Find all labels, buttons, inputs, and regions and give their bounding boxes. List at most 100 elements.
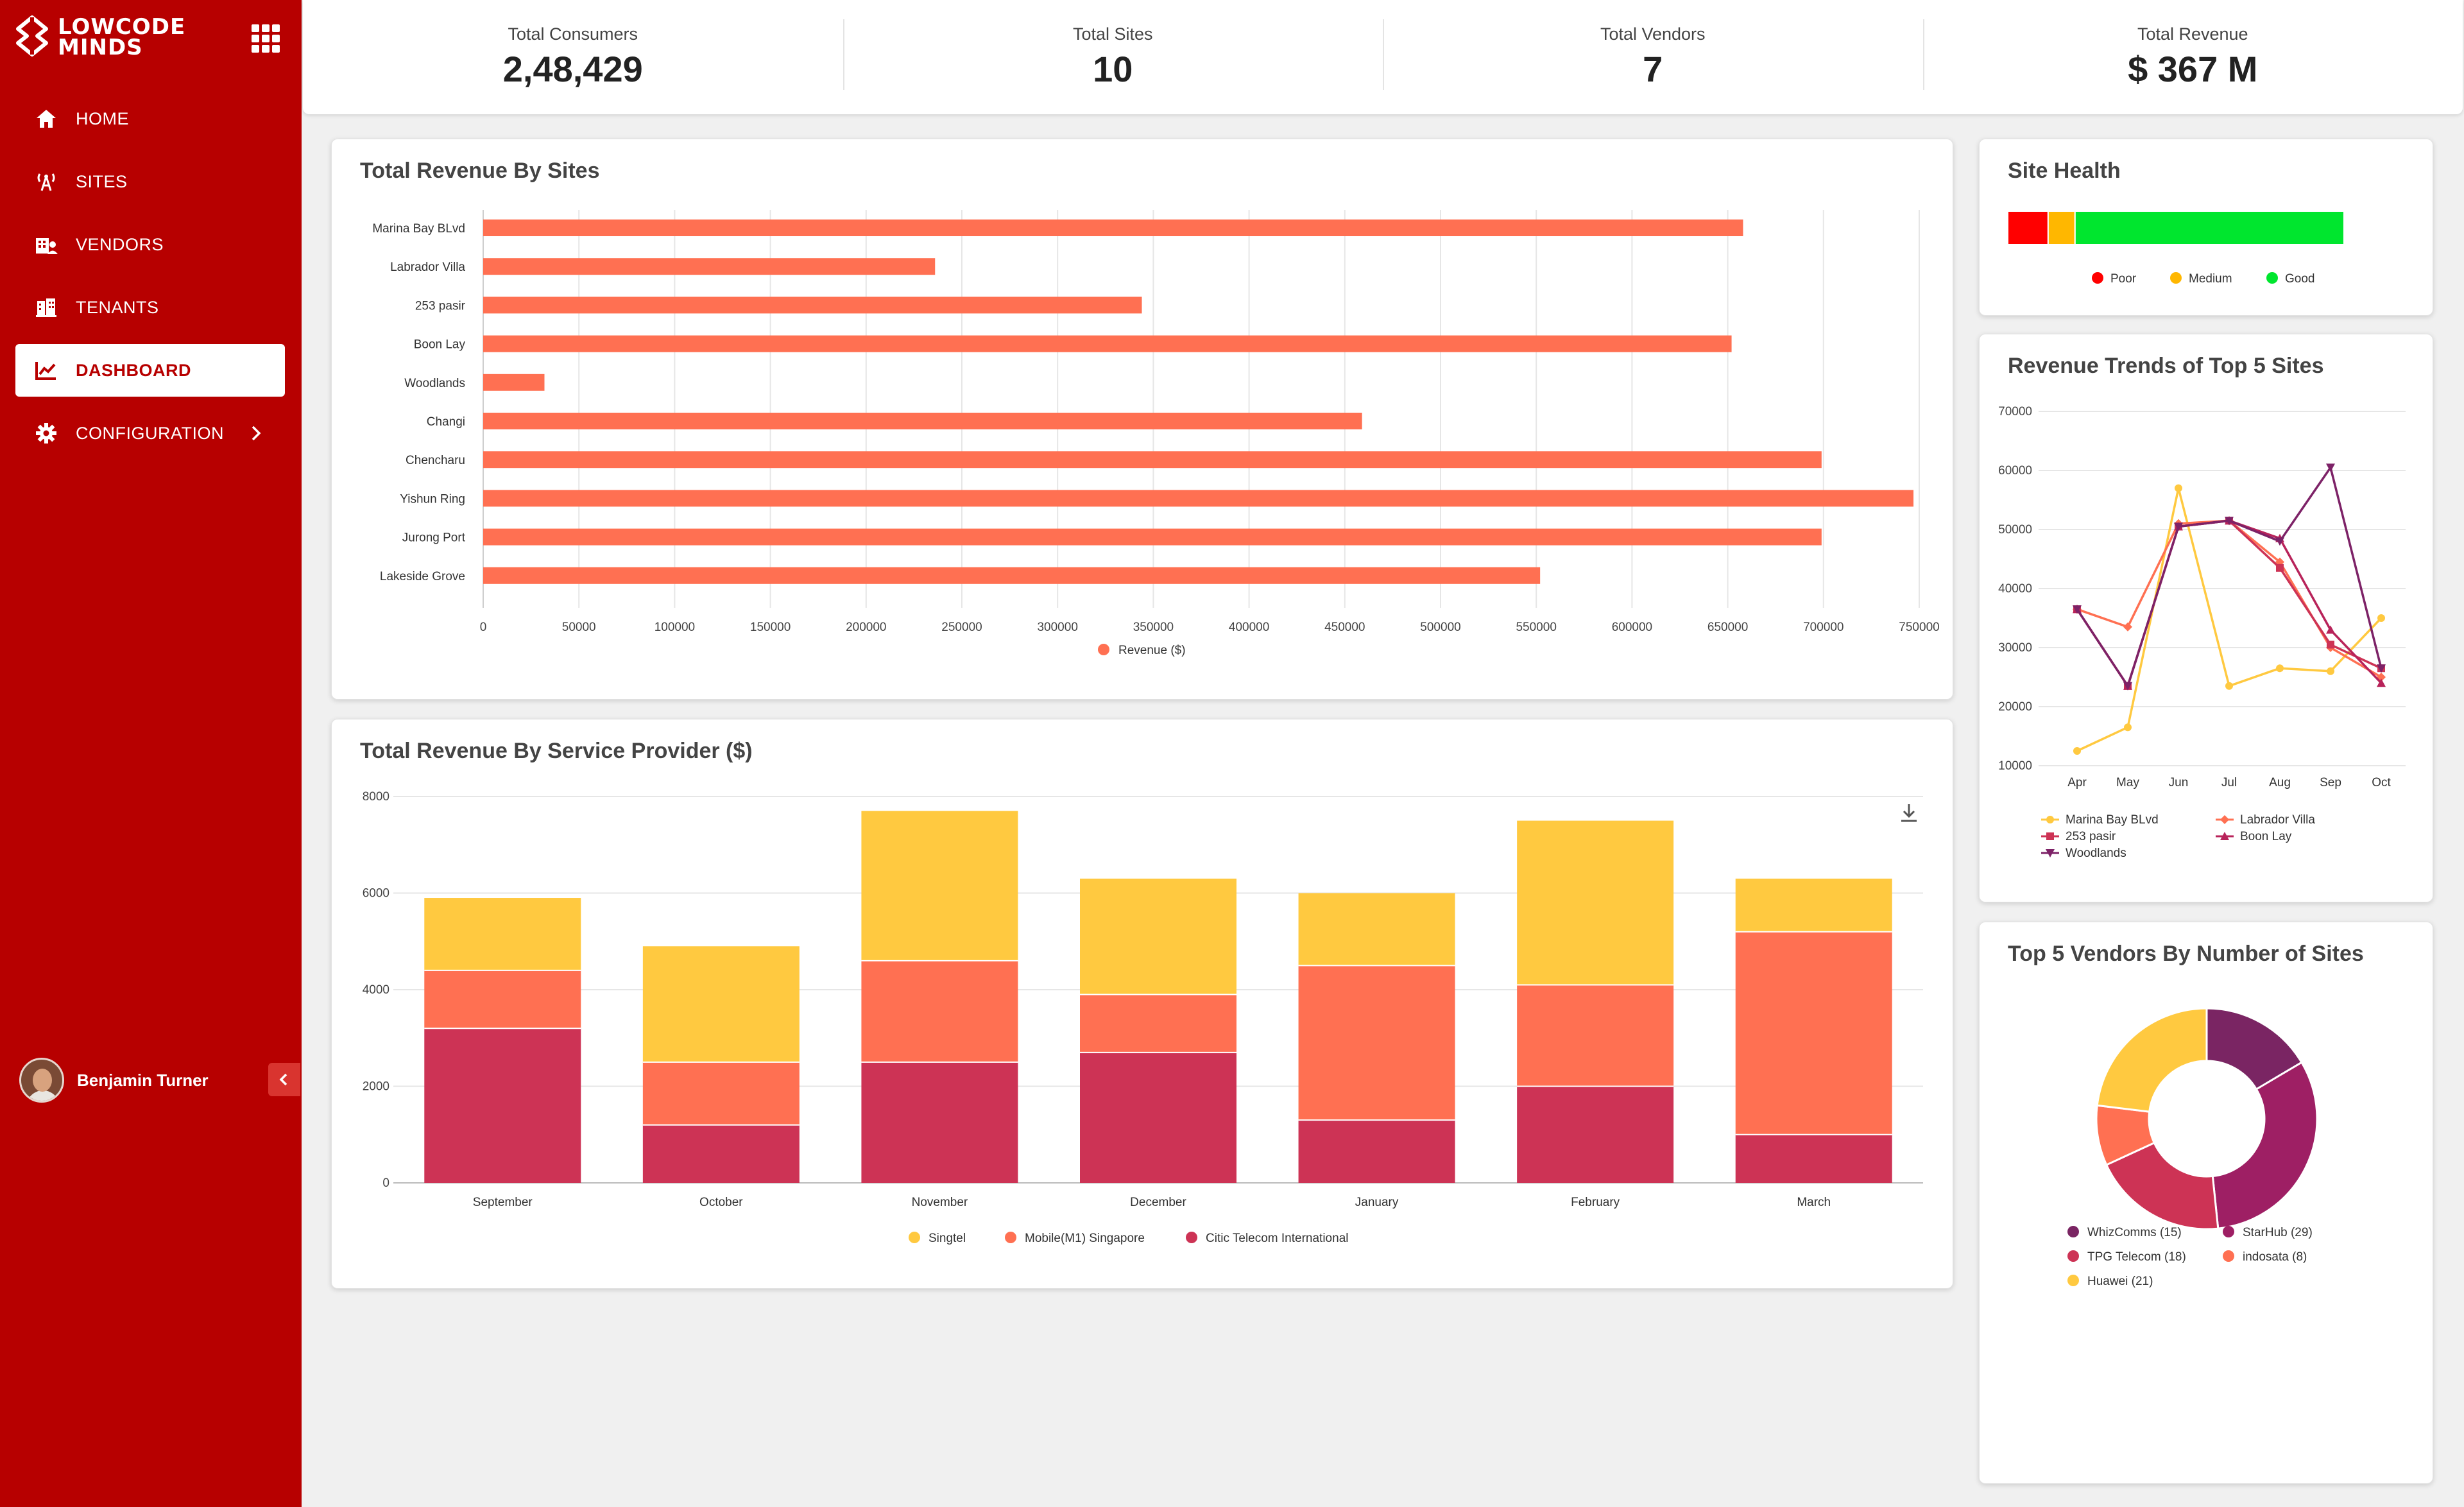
card-title: Top 5 Vendors By Number of Sites <box>2008 942 2364 966</box>
legend-label: 253 pasir <box>2066 830 2116 843</box>
sidebar-item-label: HOME <box>76 108 129 128</box>
chevron-right-icon <box>252 426 261 441</box>
sidebar-item-home[interactable]: HOME <box>15 92 285 145</box>
chevron-left-icon <box>279 1073 287 1086</box>
data-point <box>2275 537 2284 546</box>
kpi-total-sites: Total Sites 10 <box>843 0 1383 114</box>
legend-marker <box>909 1232 920 1243</box>
gear-icon <box>33 420 59 446</box>
logo[interactable]: LOWCODE MINDS <box>13 12 205 63</box>
legend-label: TPG Telecom (18) <box>2087 1250 2186 1264</box>
revenue-by-provider-chart: 0 2000 4000 6000 8000 September October Novembe… <box>363 790 1923 1245</box>
legend-label: Medium <box>2189 272 2232 286</box>
bar <box>483 335 1732 352</box>
data-point <box>2123 622 2132 632</box>
data-point <box>2377 664 2386 673</box>
legend-label: WhizComms (15) <box>2087 1226 2182 1239</box>
sidebar-item-sites[interactable]: SITES <box>15 155 285 208</box>
top-vendors-card: Top 5 Vendors By Number of Sites WhizCom… <box>1979 922 2433 1484</box>
logo-icon <box>16 15 48 56</box>
kpi-total-vendors: Total Vendors 7 <box>1383 0 1923 114</box>
category-label: January <box>1355 1196 1399 1209</box>
legend-label: Revenue ($) <box>1118 644 1186 657</box>
data-point <box>2123 682 2132 691</box>
x-tick-label: Aug <box>2269 776 2291 789</box>
data-point <box>2046 832 2054 840</box>
card-title: Total Revenue By Sites <box>360 159 600 183</box>
data-point <box>2220 815 2229 824</box>
legend-label: Huawei (21) <box>2087 1275 2153 1288</box>
legend-label: Marina Bay BLvd <box>2066 813 2159 827</box>
user-profile[interactable]: Benjamin Turner <box>19 1058 209 1103</box>
data-point <box>2046 849 2055 857</box>
sidebar-item-label: SITES <box>76 171 128 191</box>
category-label: Yishun Ring <box>400 492 465 506</box>
apps-grid-icon[interactable] <box>252 24 280 53</box>
bar-segment <box>1517 820 1674 985</box>
bar-segment <box>1298 1120 1455 1183</box>
sidebar-item-configuration[interactable]: CONFIGURATION <box>15 407 285 460</box>
kpi-bar: Total Consumers 2,48,429 Total Sites 10 … <box>303 0 2463 114</box>
tick-label: 600000 <box>1612 621 1652 634</box>
category-label: December <box>1130 1196 1186 1209</box>
bar-segment <box>424 898 581 970</box>
sidebar-item-tenants[interactable]: TENANTS <box>15 281 285 334</box>
tick-label: 0 <box>480 621 487 634</box>
data-point <box>2174 522 2183 531</box>
category-label: Boon Lay <box>414 338 466 352</box>
tick-label: 4000 <box>363 983 389 997</box>
bar-segment <box>642 1124 800 1183</box>
tick-label: 40000 <box>1998 582 2032 596</box>
vendors-icon <box>33 232 59 257</box>
data-point <box>2046 816 2054 823</box>
bar-segment <box>1080 1052 1236 1183</box>
logo-line2: MINDS <box>58 35 143 60</box>
series-line <box>2076 488 2383 752</box>
data-point <box>2276 564 2284 572</box>
tick-label: 300000 <box>1037 621 1077 634</box>
sidebar-item-vendors[interactable]: VENDORS <box>15 218 285 271</box>
data-point <box>2327 667 2334 675</box>
legend-marker <box>2067 1275 2079 1286</box>
bar <box>483 413 1362 429</box>
bar-segment <box>1080 994 1236 1053</box>
category-label: 253 pasir <box>415 299 466 313</box>
bar <box>483 297 1142 314</box>
bar-segment <box>1517 985 1674 1087</box>
legend-marker <box>2067 1226 2079 1237</box>
collapse-sidebar-button[interactable] <box>268 1063 300 1096</box>
bar-segment <box>1298 965 1455 1121</box>
category-label: Chencharu <box>406 454 465 467</box>
sidebar-item-label: TENANTS <box>76 297 159 317</box>
data-point <box>2225 517 2234 526</box>
site-health-chart: Poor Medium Good <box>2007 211 2345 286</box>
sidebar-item-dashboard[interactable]: DASHBOARD <box>15 344 285 397</box>
sidebar-item-label: VENDORS <box>76 234 164 254</box>
legend-label: indosata (8) <box>2243 1250 2307 1264</box>
health-segment <box>2074 211 2345 245</box>
data-point <box>2276 664 2284 673</box>
tick-label: 500000 <box>1420 621 1460 634</box>
home-icon <box>33 106 59 132</box>
legend-marker <box>2170 272 2182 284</box>
tick-label: 650000 <box>1707 621 1748 634</box>
bar-segment <box>1080 878 1236 995</box>
data-point <box>2326 463 2335 472</box>
data-point <box>2175 484 2182 492</box>
bar-segment <box>1735 931 1892 1135</box>
data-point <box>2073 605 2082 614</box>
antenna-icon <box>33 169 59 194</box>
data-point <box>2326 625 2335 634</box>
legend-label: Good <box>2285 272 2314 286</box>
x-tick-label: May <box>2116 776 2139 789</box>
bar-segment <box>424 970 581 1029</box>
kpi-total-revenue: Total Revenue $ 367 M <box>1922 0 2463 114</box>
x-tick-label: Jun <box>2169 776 2189 789</box>
download-icon[interactable] <box>1897 802 1921 825</box>
legend-label: Boon Lay <box>2240 830 2292 843</box>
bar-segment <box>642 1062 800 1125</box>
pie-slice <box>2211 1061 2318 1230</box>
tick-label: 750000 <box>1899 621 1939 634</box>
legend-label: Labrador Villa <box>2240 813 2315 827</box>
data-point <box>2327 641 2334 649</box>
